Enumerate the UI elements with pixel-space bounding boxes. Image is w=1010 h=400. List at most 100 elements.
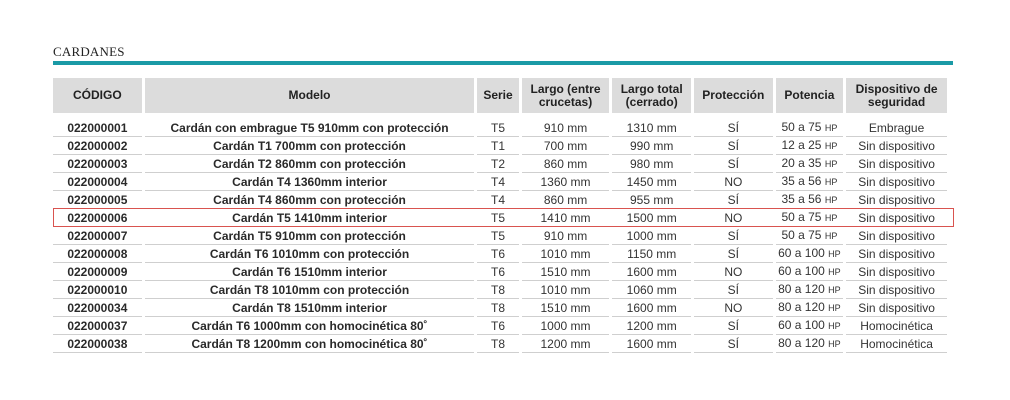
cell-proteccion: SÍ — [694, 137, 773, 155]
cell-codigo: 022000002 — [53, 137, 142, 155]
cell-proteccion: SÍ — [694, 317, 773, 335]
cell-potencia-text: 12 a 25 — [781, 138, 822, 152]
cell-dispositivo: Sin dispositivo — [846, 191, 947, 209]
cell-serie-text: T6 — [491, 246, 506, 261]
hp-unit: HP — [824, 177, 838, 187]
cell-largo-entre: 1010 mm — [521, 245, 610, 263]
header-modelo: Modelo — [144, 78, 475, 113]
cell-potencia-text: 80 a 120 — [778, 282, 825, 296]
cell-largo-total-text: 1150 mm — [627, 246, 677, 261]
cell-serie-text: T5 — [491, 120, 506, 135]
hp-unit: HP — [824, 213, 838, 223]
cell-potencia: 60 a 100 HP — [775, 317, 844, 335]
cell-potencia-text: 35 a 56 — [781, 192, 822, 206]
cell-potencia-text: 60 a 100 — [778, 318, 825, 332]
hp-unit: HP — [828, 267, 841, 277]
cell-proteccion: NO — [694, 209, 773, 227]
cell-dispositivo-text: Homocinética — [860, 336, 933, 351]
cell-largo-total: 1600 mm — [612, 335, 691, 353]
table-row: 022000004 Cardán T4 1360mm interior T4 1360… — [53, 173, 947, 191]
cell-dispositivo-text: Homocinética — [860, 318, 933, 333]
cell-proteccion-text: SÍ — [727, 228, 739, 243]
section-title: CARDANES — [53, 44, 125, 59]
cell-proteccion-text: SÍ — [727, 318, 739, 333]
cell-largo-total: 1600 mm — [612, 299, 691, 317]
cell-dispositivo: Sin dispositivo — [846, 227, 947, 245]
cell-proteccion: NO — [694, 299, 773, 317]
cell-codigo-text: 022000003 — [67, 156, 128, 171]
cell-potencia-text: 80 a 120 — [778, 300, 825, 314]
cell-potencia: 50 a 75 HP — [775, 227, 844, 245]
cell-dispositivo: Sin dispositivo — [846, 137, 947, 155]
cell-codigo-text: 022000004 — [67, 174, 128, 189]
cell-serie: T5 — [477, 209, 519, 227]
cell-codigo: 022000008 — [53, 245, 142, 263]
cell-dispositivo: Homocinética — [846, 317, 947, 335]
cell-modelo-text: Cardán T6 1010mm con protección — [209, 246, 410, 261]
cell-largo-total-text: 1500 mm — [626, 210, 677, 225]
cell-serie: T6 — [477, 263, 519, 281]
cell-potencia: 80 a 120 HP — [775, 281, 844, 299]
cell-modelo-text: Cardán T1 700mm con protección — [213, 138, 406, 153]
cell-largo-entre: 1010 mm — [521, 281, 610, 299]
cell-modelo: Cardán T5 1410mm interior — [144, 209, 475, 227]
table-row: 022000007 Cardán T5 910mm con protección T… — [53, 227, 947, 245]
cell-dispositivo-text: Sin dispositivo — [858, 174, 935, 189]
table-row: 022000001 Cardán con embrague T5 910mm co… — [53, 113, 947, 137]
table-row: 022000003 Cardán T2 860mm con protección T… — [53, 155, 947, 173]
cell-largo-total-text: 1600 mm — [626, 264, 677, 279]
cell-largo-entre-text: 1410 mm — [540, 210, 591, 225]
cell-dispositivo-text: Sin dispositivo — [858, 210, 935, 225]
cell-largo-entre-text: 1200 mm — [540, 336, 591, 351]
cell-largo-total-text: 1200 mm — [626, 318, 677, 333]
cell-modelo-text: Cardán T5 1410mm interior — [232, 210, 387, 225]
cell-modelo: Cardán T8 1010mm con protección — [144, 281, 475, 299]
cell-codigo: 022000037 — [53, 317, 142, 335]
cell-largo-total: 1000 mm — [612, 227, 691, 245]
cell-modelo: Cardán T8 1510mm interior — [144, 299, 475, 317]
cell-serie: T1 — [477, 137, 519, 155]
table-row: 022000006 Cardán T5 1410mm interior T5 1410… — [53, 209, 947, 227]
cell-serie-text: T4 — [491, 174, 506, 189]
cell-proteccion: SÍ — [694, 227, 773, 245]
cell-serie-text: T8 — [491, 336, 506, 351]
cell-largo-total-text: 990 mm — [630, 138, 674, 153]
cell-serie: T2 — [477, 155, 519, 173]
cell-proteccion-text: SÍ — [727, 246, 739, 261]
cell-codigo-text: 022000008 — [67, 246, 128, 261]
table-row: 022000009 Cardán T6 1510mm interior T6 1510… — [53, 263, 947, 281]
cell-modelo: Cardán con embrague T5 910mm con protecc… — [144, 113, 475, 137]
cell-proteccion: NO — [694, 173, 773, 191]
cell-largo-entre: 910 mm — [521, 113, 610, 137]
cell-modelo: Cardán T1 700mm con protección — [144, 137, 475, 155]
cell-potencia-text: 35 a 56 — [781, 174, 822, 188]
cell-largo-entre-text: 1010 mm — [540, 246, 591, 261]
cell-serie: T8 — [477, 281, 519, 299]
hp-unit: HP — [828, 339, 841, 349]
cell-dispositivo: Sin dispositivo — [846, 299, 947, 317]
cell-codigo: 022000003 — [53, 155, 142, 173]
cell-modelo-text: Cardán T2 860mm con protección — [213, 156, 406, 171]
hp-unit: HP — [828, 303, 841, 313]
cell-codigo: 022000004 — [53, 173, 142, 191]
cell-largo-total: 1310 mm — [612, 113, 691, 137]
table-row: 022000002 Cardán T1 700mm con protección T… — [53, 137, 947, 155]
cell-codigo-text: 022000034 — [67, 300, 128, 315]
hp-unit: HP — [828, 249, 841, 259]
cell-dispositivo-text: Sin dispositivo — [858, 192, 935, 207]
cell-largo-total: 1450 mm — [612, 173, 691, 191]
cell-proteccion: SÍ — [694, 155, 773, 173]
table-row: 022000008 Cardán T6 1010mm con protección… — [53, 245, 947, 263]
cell-proteccion-text: NO — [724, 264, 743, 279]
header-dispositivo: Dispositivo de seguridad — [846, 78, 947, 113]
cell-largo-entre: 910 mm — [521, 227, 610, 245]
cell-codigo-text: 022000010 — [67, 282, 128, 297]
cell-proteccion-text: NO — [724, 174, 743, 189]
cell-codigo-text: 022000009 — [67, 264, 128, 279]
cell-largo-entre-text: 860 mm — [543, 156, 588, 171]
cell-codigo: 022000005 — [53, 191, 142, 209]
cell-codigo: 022000009 — [53, 263, 142, 281]
cell-largo-entre: 1510 mm — [521, 299, 610, 317]
cell-largo-total-text: 1310 mm — [626, 120, 677, 135]
cell-potencia: 20 a 35 HP — [775, 155, 844, 173]
